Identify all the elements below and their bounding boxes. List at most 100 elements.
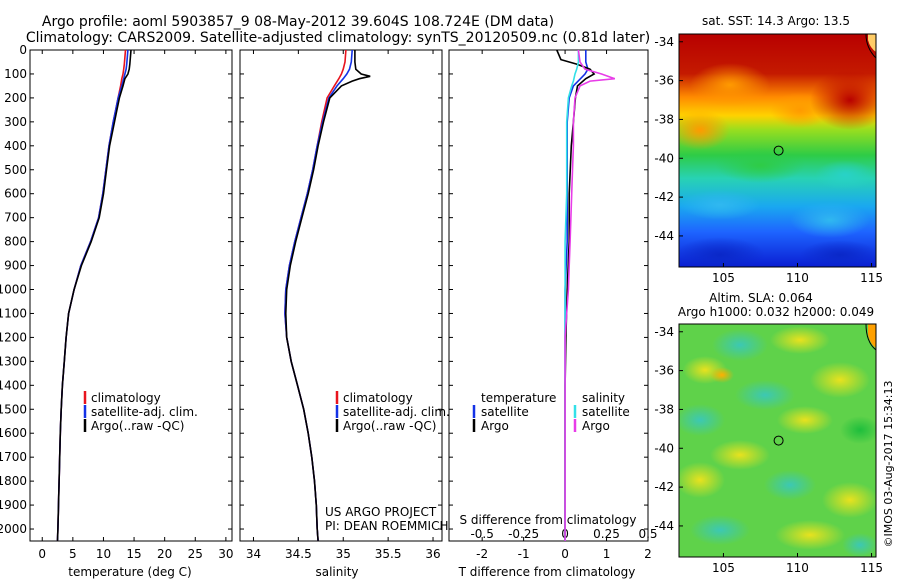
legend-label-temp-argo: Argo: [481, 419, 509, 433]
difference-top-label: S difference from climatology: [460, 513, 637, 527]
series-line-argo-raw-qc-: [56, 49, 132, 542]
difference-x-label: T difference from climatology: [458, 565, 636, 579]
difference-x-axis: -2 -1 0 1 2: [476, 50, 652, 561]
map-y-tick-label: -36: [654, 364, 674, 378]
map-y-tick-label: -34: [654, 325, 674, 339]
x-tick-label: -0.5: [470, 527, 493, 541]
series-line-satellite-adj-clim-: [56, 49, 129, 542]
map-x-tick-label: 110: [786, 271, 809, 285]
map-y-tick-label: -34: [654, 35, 674, 49]
map-y-tick-label: -42: [654, 480, 674, 494]
x-tick-label: 34.5: [285, 547, 312, 561]
project-name: US ARGO PROJECT: [325, 505, 437, 519]
sla-map-axes: 105 110 115 -34 -36 -38 -40 -42 -44: [654, 325, 883, 575]
x-tick-label: 1: [603, 547, 611, 561]
sst-map-frame: [678, 33, 877, 268]
x-tick-label: 25: [188, 547, 203, 561]
sst-map-title: sat. SST: 14.3 Argo: 13.5: [702, 14, 850, 28]
depth-tick-label: 200: [4, 91, 27, 105]
depth-tick-label: 700: [4, 211, 27, 225]
temperature-x-axis: 0 5 10 15 20 25 30: [38, 50, 234, 561]
sla-float-marker: [773, 435, 784, 446]
temperature-series: [56, 49, 132, 542]
sst-float-marker: [773, 145, 784, 156]
salinity-series: [284, 49, 371, 542]
difference-series: [556, 49, 616, 541]
depth-tick-label: 1500: [0, 402, 27, 416]
depth-tick-label: 1100: [0, 306, 27, 320]
sla-map-title-line1: Altim. SLA: 0.064: [709, 291, 813, 305]
depth-tick-label: 1800: [0, 474, 27, 488]
depth-tick-label: 0: [19, 43, 27, 57]
project-pi: PI: DEAN ROEMMICH: [325, 519, 448, 533]
map-y-tick-label: -36: [654, 74, 674, 88]
temperature-plot-frame: [29, 49, 233, 542]
depth-tick-label: 800: [4, 235, 27, 249]
x-tick-label: 15: [126, 547, 141, 561]
x-tick-label: 0.25: [593, 527, 620, 541]
map-y-tick-label: -40: [654, 151, 674, 165]
salinity-x-label: salinity: [315, 565, 358, 579]
map-x-tick-label: 105: [712, 561, 735, 575]
depth-tick-label: 900: [4, 259, 27, 273]
legend-label-argo: Argo(..raw -QC): [91, 419, 184, 433]
x-tick-label: 20: [157, 547, 172, 561]
depth-axis: 0 100 200 300 400 500 600 700 800 900 1000 1100 1200…: [0, 43, 648, 536]
figure-title-line2: Climatology: CARS2009. Satellite-adjuste…: [26, 30, 650, 46]
sla-map-image: [679, 324, 876, 557]
difference-legend: temperature salinity satellite Argo sate…: [472, 391, 630, 433]
depth-tick-label: 600: [4, 187, 27, 201]
depth-tick-label: 300: [4, 115, 27, 129]
map-y-tick-label: -38: [654, 112, 674, 126]
x-tick-label: 0: [38, 547, 46, 561]
map-x-tick-label: 115: [860, 271, 883, 285]
map-y-tick-label: -42: [654, 190, 674, 204]
salinity-plot-frame: [239, 49, 443, 542]
map-y-tick-label: -40: [654, 441, 674, 455]
series-line-temperature-argo: [556, 49, 596, 541]
x-tick-label: 0: [561, 547, 569, 561]
series-line-climatology: [284, 49, 347, 542]
sla-map-frame: [678, 323, 877, 558]
depth-tick-label: 1900: [0, 498, 27, 512]
salinity-legend: climatology satellite-adj. clim. Argo(..…: [335, 391, 450, 433]
sst-map-image: [679, 34, 876, 267]
salinity-x-axis: 34 34.5 35 35.5 36: [246, 50, 441, 561]
depth-tick-label: 1400: [0, 378, 27, 392]
depth-tick-label: 100: [4, 67, 27, 81]
sla-map-title-line2: Argo h1000: 0.032 h2000: 0.049: [678, 305, 874, 319]
temperature-x-label: temperature (deg C): [68, 565, 191, 579]
depth-tick-label: 1000: [0, 283, 27, 297]
depth-tick-label: 2000: [0, 522, 27, 536]
series-line-satellite-adj-clim-: [284, 49, 353, 542]
legend-label-sal-satellite: satellite: [582, 405, 630, 419]
imos-watermark: ©IMOS 03-Aug-2017 15:34:13: [882, 381, 895, 548]
x-tick-label: -0.25: [508, 527, 539, 541]
depth-tick-label: 1200: [0, 330, 27, 344]
depth-tick-label: 500: [4, 163, 27, 177]
x-tick-label: 35.5: [375, 547, 402, 561]
map-x-tick-label: 105: [712, 271, 735, 285]
series-line-argo-raw-qc-: [284, 50, 371, 542]
map-x-tick-label: 110: [786, 561, 809, 575]
legend-label-argo: Argo(..raw -QC): [343, 419, 436, 433]
x-tick-label: 34: [246, 547, 261, 561]
series-line-salinity-argo: [564, 49, 616, 541]
x-tick-label: 36: [425, 547, 440, 561]
sst-map-axes: 105 110 115 -34 -36 -38 -40 -42 -44: [654, 35, 883, 285]
depth-tick-label: 400: [4, 139, 27, 153]
depth-tick-label: 1600: [0, 426, 27, 440]
x-tick-label: 30: [218, 547, 233, 561]
figure-title-line1: Argo profile: aoml 5903857_9 08-May-2012…: [42, 14, 554, 30]
map-x-tick-label: 115: [860, 561, 883, 575]
legend-header-temperature: temperature: [481, 391, 556, 405]
x-tick-label: 35: [336, 547, 351, 561]
difference-plot-frame: [448, 49, 649, 542]
depth-tick-label: 1700: [0, 450, 27, 464]
x-tick-label: 10: [96, 547, 111, 561]
x-tick-label: -2: [476, 547, 488, 561]
legend-header-salinity: salinity: [582, 391, 625, 405]
x-tick-label: 5: [69, 547, 77, 561]
legend-label-satellite: satellite-adj. clim.: [91, 405, 198, 419]
